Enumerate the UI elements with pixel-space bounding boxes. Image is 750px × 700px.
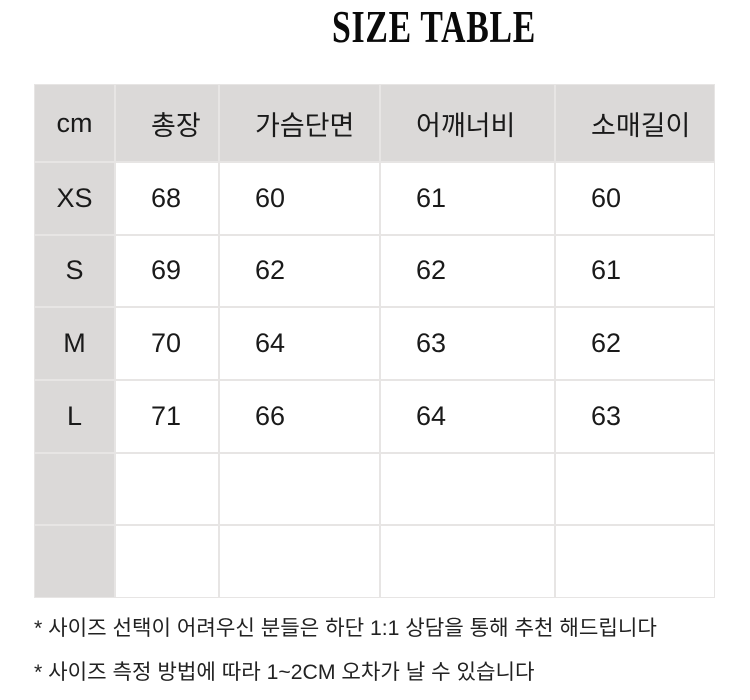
svg-text:SIZE TABLE: SIZE TABLE bbox=[332, 1, 536, 52]
